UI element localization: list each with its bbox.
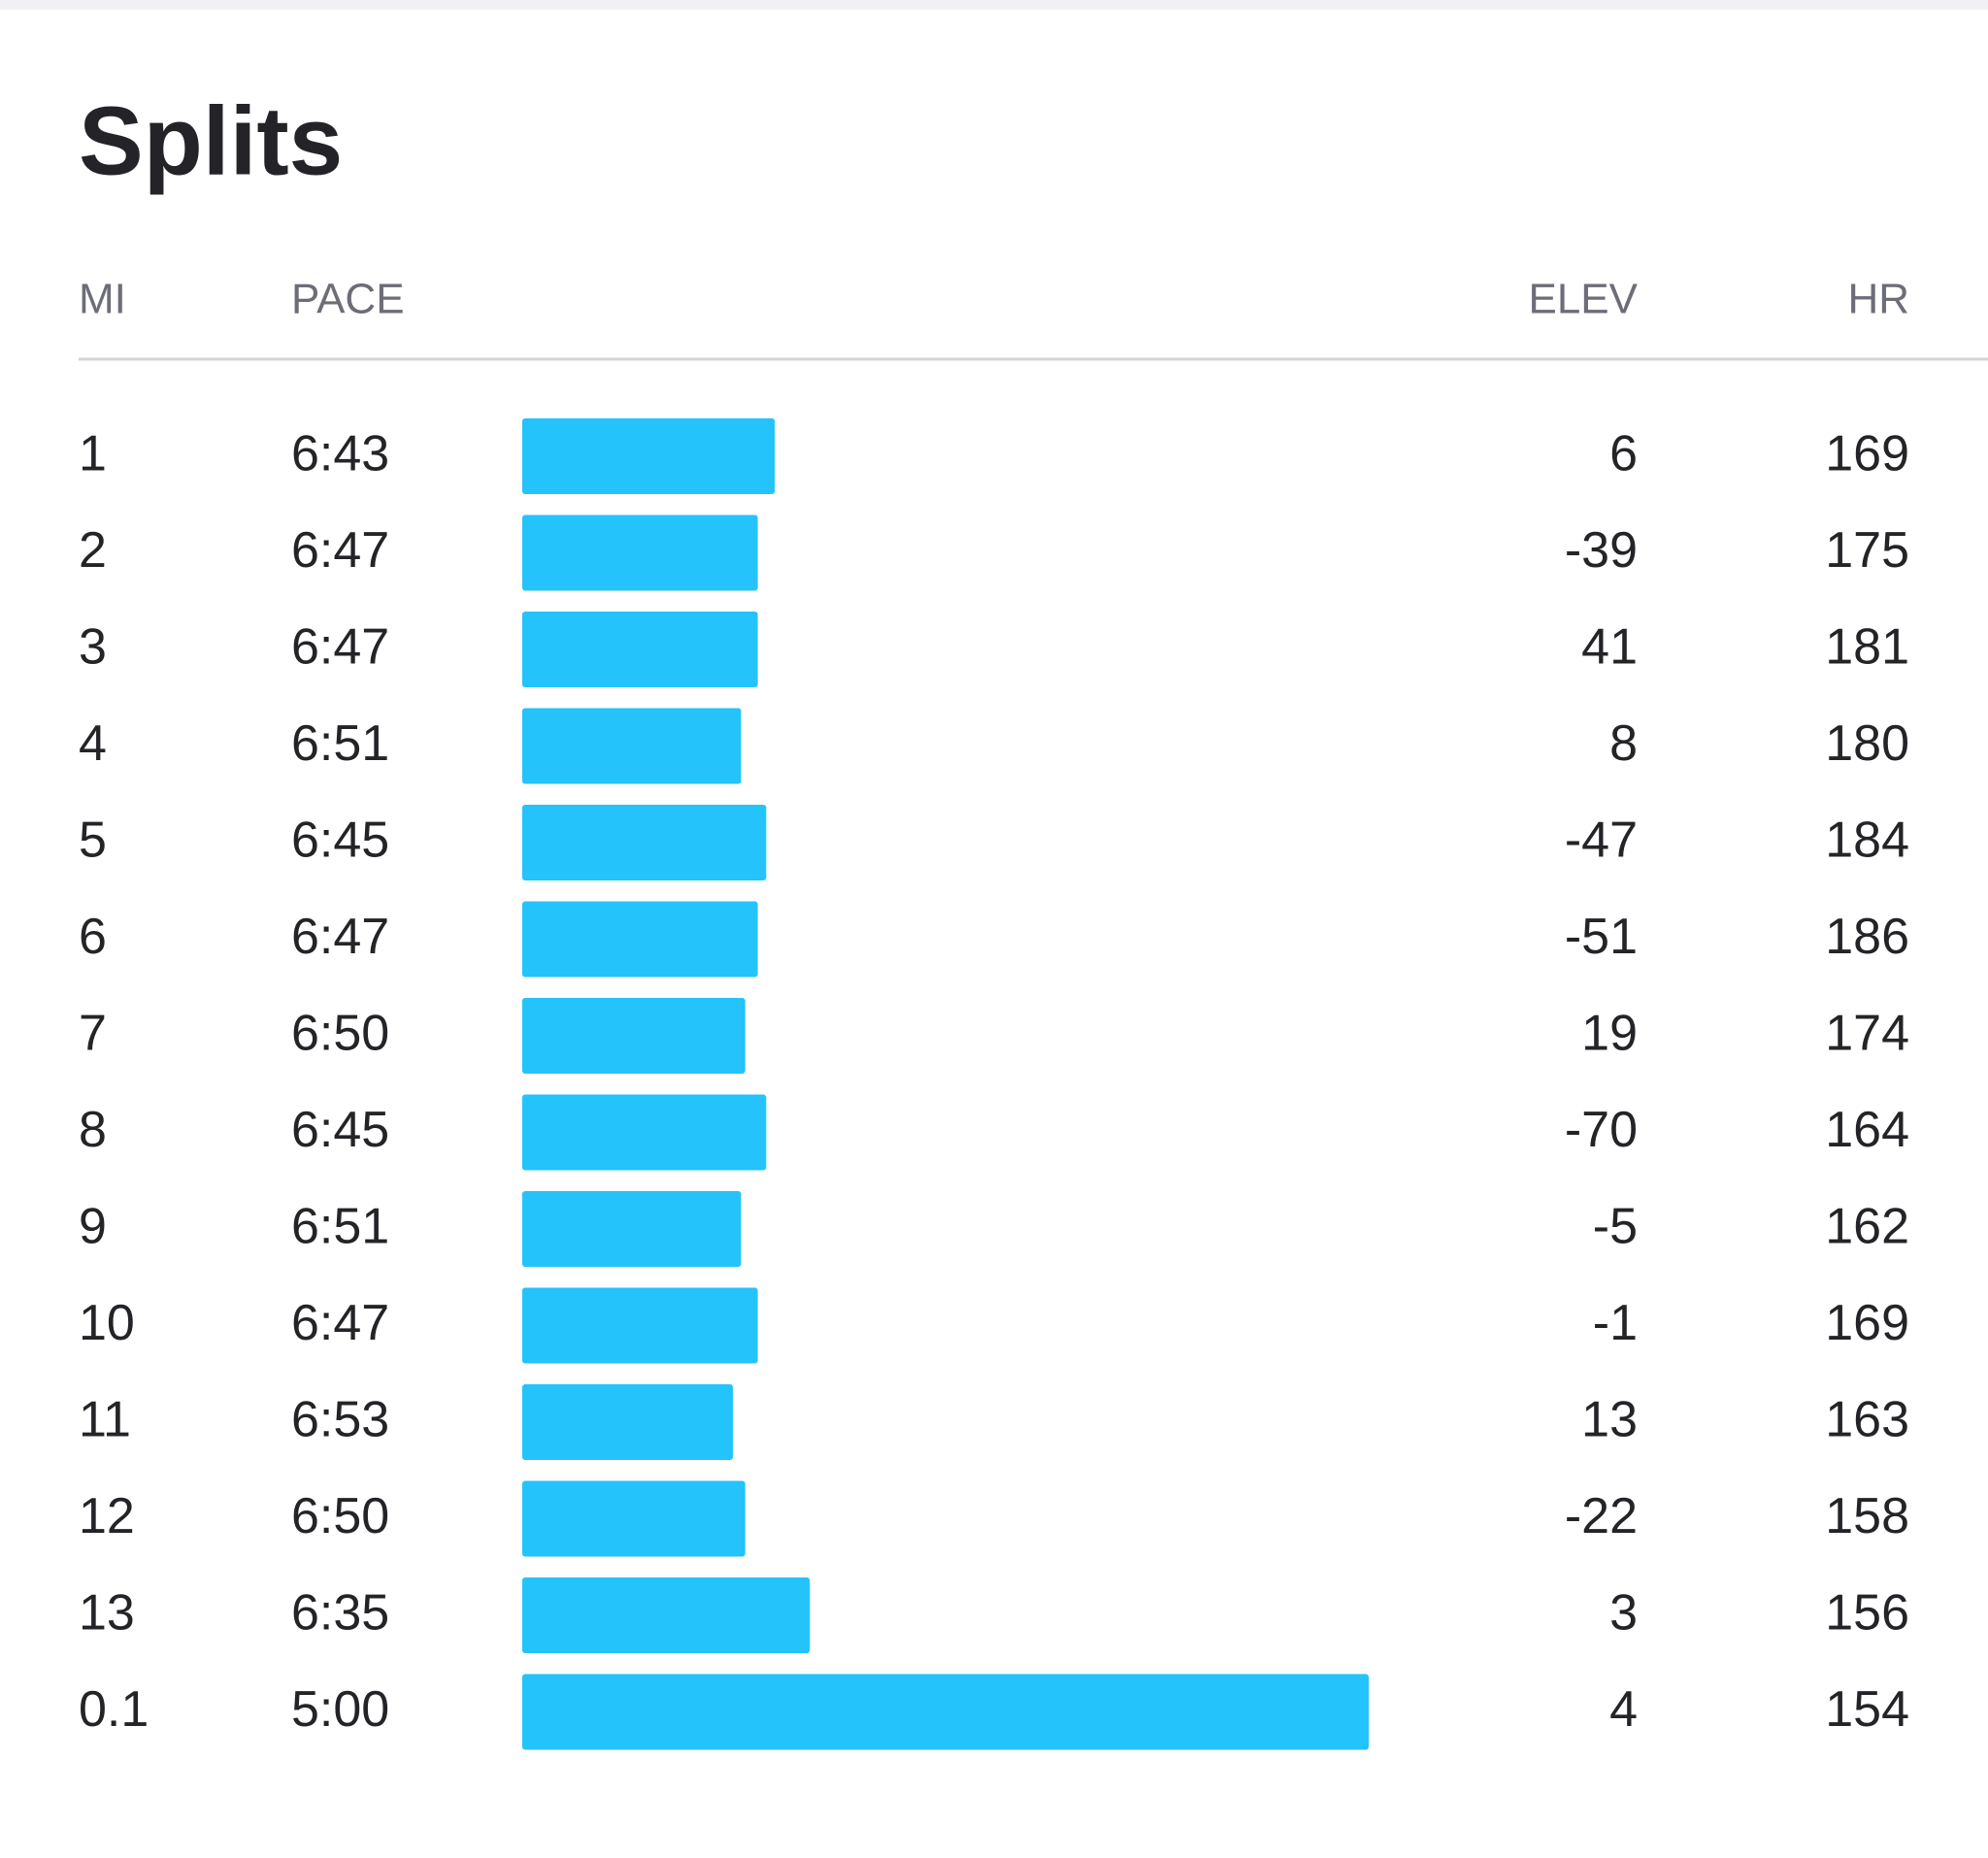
split-mile: 13 xyxy=(79,1585,135,1642)
pace-bar xyxy=(522,805,767,880)
split-elev: 8 xyxy=(1609,715,1638,772)
split-pace: 6:45 xyxy=(291,1102,389,1158)
pace-bar xyxy=(522,514,758,591)
pace-bar xyxy=(522,1287,758,1364)
split-hr: 163 xyxy=(1825,1392,1909,1448)
split-pace: 5:00 xyxy=(291,1681,389,1738)
pace-bar xyxy=(522,1384,733,1460)
split-elev: -51 xyxy=(1565,909,1638,965)
split-pace: 6:35 xyxy=(291,1585,389,1642)
split-hr: 174 xyxy=(1825,1006,1909,1062)
pace-bar xyxy=(522,1577,811,1653)
split-mile: 10 xyxy=(79,1295,135,1351)
split-elev: 41 xyxy=(1581,619,1638,676)
split-pace: 6:47 xyxy=(291,522,389,579)
column-header: PACE xyxy=(291,276,405,323)
split-pace: 6:47 xyxy=(291,909,389,965)
column-header: MI xyxy=(79,276,126,323)
title: Splits xyxy=(79,86,343,195)
split-elev: -1 xyxy=(1593,1295,1638,1351)
split-pace: 6:51 xyxy=(291,715,389,772)
split-mile: 2 xyxy=(79,522,107,579)
top-strip xyxy=(0,0,1988,10)
split-hr: 162 xyxy=(1825,1199,1909,1255)
pace-bar xyxy=(522,1094,767,1171)
pace-bar xyxy=(522,1480,746,1557)
split-elev: -70 xyxy=(1565,1102,1638,1158)
split-pace: 6:50 xyxy=(291,1006,389,1062)
pace-bar xyxy=(522,708,742,784)
column-header: HR xyxy=(1847,276,1909,323)
split-elev: 4 xyxy=(1609,1681,1638,1738)
split-hr: 175 xyxy=(1825,522,1909,579)
split-pace: 6:47 xyxy=(291,1295,389,1351)
pace-bar xyxy=(522,1674,1369,1750)
pace-bar xyxy=(522,998,746,1074)
split-hr: 154 xyxy=(1825,1681,1909,1738)
split-hr: 180 xyxy=(1825,715,1909,772)
split-elev: -5 xyxy=(1593,1199,1638,1255)
split-mile: 4 xyxy=(79,715,107,772)
split-hr: 181 xyxy=(1825,619,1909,676)
split-mile: 8 xyxy=(79,1102,107,1158)
split-pace: 6:45 xyxy=(291,813,389,869)
split-elev: 19 xyxy=(1581,1006,1638,1062)
split-hr: 169 xyxy=(1825,1295,1909,1351)
split-mile: 0.1 xyxy=(79,1681,149,1738)
split-pace: 6:50 xyxy=(291,1488,389,1544)
split-elev: 6 xyxy=(1609,426,1638,482)
split-mile: 11 xyxy=(79,1392,131,1448)
split-elev: 3 xyxy=(1609,1585,1638,1642)
split-elev: -22 xyxy=(1565,1488,1638,1544)
split-hr: 186 xyxy=(1825,909,1909,965)
split-elev: 13 xyxy=(1581,1392,1638,1448)
split-mile: 1 xyxy=(79,426,107,482)
split-pace: 6:47 xyxy=(291,619,389,676)
split-pace: 6:53 xyxy=(291,1392,389,1448)
split-mile: 3 xyxy=(79,619,107,676)
split-elev: -47 xyxy=(1565,813,1638,869)
split-pace: 6:51 xyxy=(291,1199,389,1255)
pace-bar xyxy=(522,901,758,978)
split-hr: 156 xyxy=(1825,1585,1909,1642)
split-mile: 7 xyxy=(79,1006,107,1062)
split-mile: 5 xyxy=(79,813,107,869)
split-mile: 12 xyxy=(79,1488,135,1544)
split-elev: -39 xyxy=(1565,522,1638,579)
pace-bar xyxy=(522,418,776,494)
column-header: ELEV xyxy=(1528,276,1638,323)
split-mile: 6 xyxy=(79,909,107,965)
pace-bar xyxy=(522,612,758,687)
pace-bar xyxy=(522,1191,742,1267)
split-pace: 6:43 xyxy=(291,426,389,482)
split-mile: 9 xyxy=(79,1199,107,1255)
split-hr: 169 xyxy=(1825,426,1909,482)
split-hr: 164 xyxy=(1825,1102,1909,1158)
split-hr: 184 xyxy=(1825,813,1909,869)
split-hr: 158 xyxy=(1825,1488,1909,1544)
